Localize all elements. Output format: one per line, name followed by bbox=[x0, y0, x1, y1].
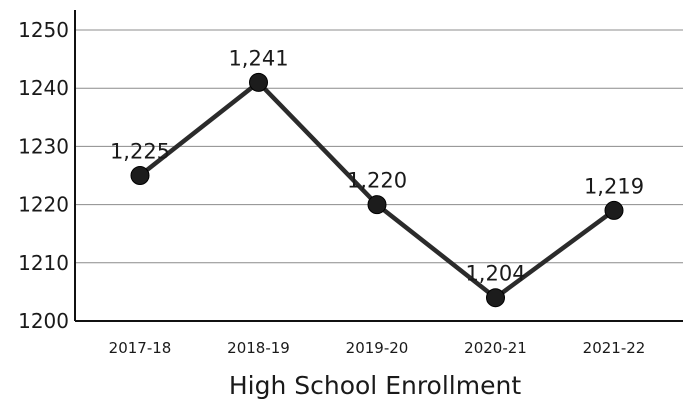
x-tick-label: 2021-22 bbox=[583, 339, 646, 357]
data-point bbox=[604, 200, 624, 220]
x-tick-labels: 2017-18 2018-19 2019-20 2020-21 2021-22 bbox=[109, 339, 646, 357]
y-tick-labels: 1200 1210 1220 1230 1240 1250 bbox=[18, 18, 69, 333]
data-label: 1,225 bbox=[110, 140, 170, 164]
x-tick-label: 2019-20 bbox=[346, 339, 409, 357]
x-tick-label: 2020-21 bbox=[464, 339, 527, 357]
axes bbox=[74, 10, 683, 322]
x-tick-label: 2018-19 bbox=[227, 339, 290, 357]
data-point bbox=[249, 72, 268, 92]
y-tick-label: 1250 bbox=[18, 18, 69, 42]
data-point bbox=[486, 288, 505, 308]
data-point bbox=[130, 166, 150, 185]
data-label: 1,204 bbox=[465, 262, 525, 286]
data-label: 1,220 bbox=[347, 169, 407, 193]
x-tick-label: 2017-18 bbox=[109, 339, 172, 357]
x-axis-title: High School Enrollment bbox=[229, 371, 521, 400]
y-tick-label: 1200 bbox=[18, 309, 69, 333]
y-tick-label: 1230 bbox=[18, 134, 69, 158]
data-label: 1,241 bbox=[228, 46, 288, 70]
data-point bbox=[367, 195, 387, 215]
data-markers bbox=[130, 72, 624, 308]
y-tick-label: 1220 bbox=[18, 193, 69, 217]
data-label: 1,219 bbox=[584, 174, 644, 198]
data-labels: 1,225 1,241 1,220 1,204 1,219 bbox=[110, 46, 644, 285]
y-tick-label: 1210 bbox=[18, 251, 69, 275]
y-tick-label: 1240 bbox=[18, 76, 69, 100]
